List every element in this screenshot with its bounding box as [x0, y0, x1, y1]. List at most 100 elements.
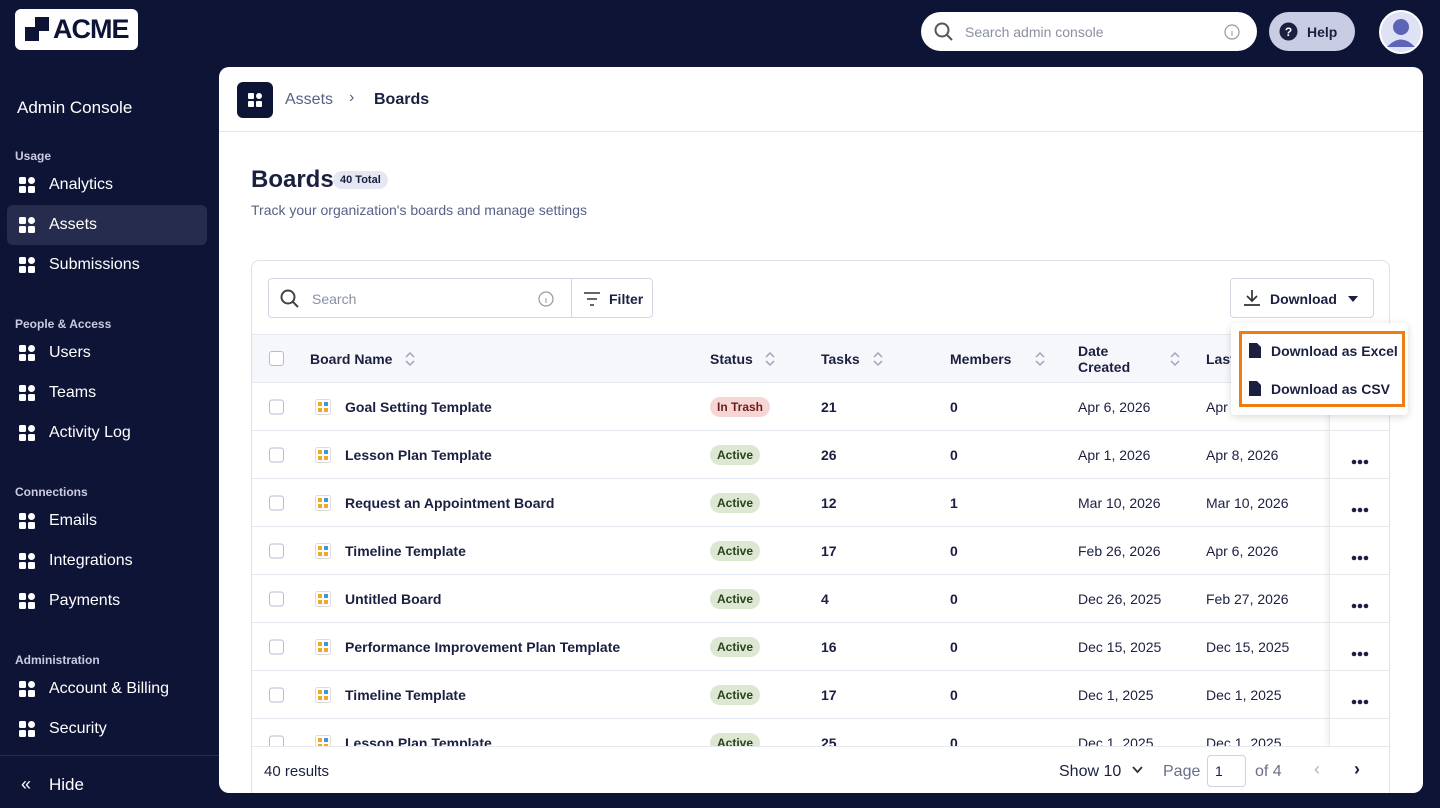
nav-item[interactable]: Assets: [7, 205, 207, 245]
column-header[interactable]: Members: [950, 351, 1012, 367]
cell: Dec 26, 2025: [1078, 590, 1162, 607]
menu-label: Download as Excel: [1271, 343, 1398, 359]
next-page[interactable]: ›: [1354, 759, 1360, 779]
row-checkbox[interactable]: [269, 591, 284, 606]
column-header[interactable]: Status: [710, 351, 753, 367]
board-name[interactable]: Lesson Plan Template: [345, 734, 492, 747]
row-checkbox[interactable]: [269, 447, 284, 462]
logo[interactable]: ACME: [15, 9, 138, 50]
table-row[interactable]: Performance Improvement Plan Template Act…: [252, 623, 1389, 671]
nav-item[interactable]: Integrations: [7, 541, 207, 581]
nav-item[interactable]: Security: [7, 709, 207, 749]
row-actions[interactable]: [1351, 452, 1369, 464]
table-search[interactable]: Search Filter: [268, 278, 653, 318]
sort-icon: [1170, 351, 1180, 367]
board-name[interactable]: Goal Setting Template: [345, 398, 492, 415]
nav-item[interactable]: Activity Log: [7, 413, 207, 453]
page-count: of 4: [1255, 763, 1282, 780]
page-input[interactable]: 1: [1207, 755, 1246, 787]
filter-button[interactable]: Filter: [609, 291, 644, 307]
board-icon: [315, 398, 331, 415]
menu-item[interactable]: Download as CSV: [1242, 372, 1402, 404]
search-placeholder: Search admin console: [965, 24, 1104, 40]
help-button[interactable]: ? Help: [1269, 12, 1355, 51]
nav-icon: [18, 680, 36, 698]
nav-item[interactable]: Account & Billing: [7, 669, 207, 709]
highlight-box: [1239, 331, 1405, 407]
caret: [1348, 296, 1358, 302]
column-header[interactable]: Last: [1206, 351, 1235, 367]
nav-label: Users: [49, 344, 91, 361]
column-header[interactable]: Board Name: [310, 351, 393, 367]
board-name[interactable]: Request an Appointment Board: [345, 494, 555, 511]
hide-icon: «: [21, 774, 32, 794]
board-name[interactable]: Untitled Board: [345, 590, 442, 607]
board-icon: [315, 446, 331, 463]
cell: Dec 1, 2025: [1206, 686, 1282, 703]
cell: 0: [950, 638, 958, 655]
table-row[interactable]: Timeline Template Active 17 0 Dec 1, 2025 Dec…: [252, 671, 1389, 719]
sort-icon: [873, 351, 883, 367]
table-row[interactable]: Timeline Template Active 17 0 Feb 26, 2026 Ap…: [252, 527, 1389, 575]
nav-item[interactable]: Emails: [7, 501, 207, 541]
select-all-checkbox[interactable]: [269, 351, 284, 366]
nav-icon: [18, 216, 36, 234]
avatar[interactable]: [1379, 10, 1423, 54]
page-title: Boards: [251, 166, 334, 193]
table-row[interactable]: Request an Appointment Board Active 12 1 Mar…: [252, 479, 1389, 527]
row-actions[interactable]: [1351, 500, 1369, 512]
nav-item[interactable]: Payments: [7, 581, 207, 621]
page-subtitle: Track your organization's boards and man…: [251, 202, 588, 218]
row-actions[interactable]: [1351, 596, 1369, 608]
cell: Apr 6, 2026: [1078, 398, 1151, 415]
status-badge: In Trash: [710, 396, 771, 417]
row-checkbox[interactable]: [269, 543, 284, 558]
nav-item[interactable]: Submissions: [7, 245, 207, 285]
table-row[interactable]: Untitled Board Active 4 0 Dec 26, 2025 Feb 27…: [252, 575, 1389, 623]
nav-icon: [18, 176, 36, 194]
table-row[interactable]: Goal Setting Template In Trash 21 0 Apr 6, 2…: [252, 383, 1389, 431]
help-label: Help: [1307, 24, 1338, 40]
row-checkbox[interactable]: [269, 399, 284, 414]
table-row[interactable]: Lesson Plan Template Active 25 0 Dec 1, 2025…: [252, 719, 1389, 747]
cell: 17: [821, 686, 837, 703]
cell: 25: [821, 734, 837, 747]
board-name[interactable]: Performance Improvement Plan Template: [345, 638, 621, 655]
download-button[interactable]: Download: [1230, 278, 1374, 318]
divider: [0, 755, 219, 756]
results-count: 40 results: [264, 763, 330, 780]
main-card: Assets › Boards Boards 40 Total Track yo…: [219, 67, 1423, 793]
nav-icon: [18, 384, 36, 402]
cell: 26: [821, 446, 837, 463]
row-actions[interactable]: [1351, 692, 1369, 704]
column-header[interactable]: Tasks: [821, 351, 860, 367]
logo-text: ACME: [53, 14, 129, 44]
boards-icon: [237, 82, 273, 118]
row-checkbox[interactable]: [269, 639, 284, 654]
row-actions[interactable]: [1351, 644, 1369, 656]
breadcrumb-link[interactable]: Assets: [285, 91, 334, 108]
prev-page[interactable]: ‹: [1314, 759, 1320, 779]
nav-item[interactable]: Analytics: [7, 165, 207, 205]
column-header[interactable]: Date Created: [1078, 343, 1131, 375]
board-name[interactable]: Timeline Template: [345, 542, 466, 559]
page-size[interactable]: Show 10: [1059, 763, 1122, 780]
nav-item[interactable]: Users: [7, 333, 207, 373]
status-badge: Active: [710, 444, 761, 465]
row-actions[interactable]: [1351, 548, 1369, 560]
row-checkbox[interactable]: [269, 495, 284, 510]
table-row[interactable]: Lesson Plan Template Active 26 0 Apr 1, 2026…: [252, 431, 1389, 479]
menu-item[interactable]: Download as Excel: [1242, 334, 1402, 366]
row-checkbox[interactable]: [269, 687, 284, 702]
nav-icon: [18, 344, 36, 362]
status-badge: Active: [710, 684, 761, 705]
admin-search[interactable]: Search admin console: [921, 12, 1257, 51]
nav-item[interactable]: Teams: [7, 373, 207, 413]
nav-label: Activity Log: [49, 424, 131, 441]
board-name[interactable]: Lesson Plan Template: [345, 446, 492, 463]
board-name[interactable]: Timeline Template: [345, 686, 466, 703]
row-checkbox[interactable]: [269, 735, 284, 746]
cell: Dec 15, 2025: [1206, 638, 1290, 655]
hide-button[interactable]: Hide: [49, 775, 84, 794]
section-label: Connections: [15, 485, 88, 499]
